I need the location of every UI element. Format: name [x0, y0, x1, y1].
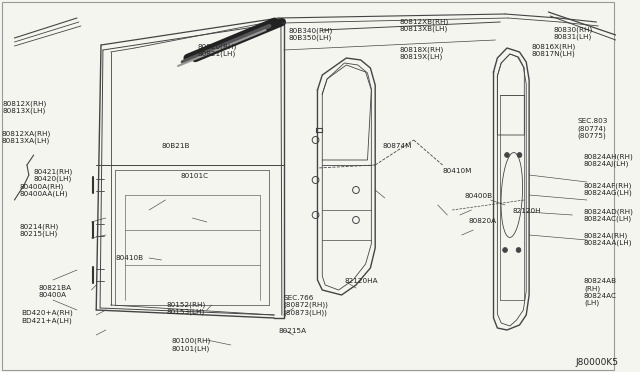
- Text: 80812XB(RH)
80813XB(LH): 80812XB(RH) 80813XB(LH): [399, 18, 449, 32]
- Text: 80824A(RH)
80824AA(LH): 80824A(RH) 80824AA(LH): [584, 232, 632, 246]
- Text: 82120HA: 82120HA: [344, 278, 378, 284]
- Text: 80400B: 80400B: [465, 193, 493, 199]
- Text: 80B340(RH)
80B350(LH): 80B340(RH) 80B350(LH): [289, 27, 333, 41]
- Text: 80812X(RH)
80813X(LH): 80812X(RH) 80813X(LH): [3, 100, 47, 114]
- Text: SEC.766
(80872(RH))
(80873(LH)): SEC.766 (80872(RH)) (80873(LH)): [284, 295, 329, 316]
- Circle shape: [516, 247, 521, 253]
- Text: J80000K5: J80000K5: [575, 358, 618, 367]
- Text: 80824AH(RH)
80824AJ(LH): 80824AH(RH) 80824AJ(LH): [584, 153, 634, 167]
- Text: 80B21B: 80B21B: [162, 143, 190, 149]
- Text: 80821BA
80400A: 80821BA 80400A: [38, 285, 72, 298]
- Text: 80820A: 80820A: [468, 218, 497, 224]
- Text: 80421(RH)
80420(LH): 80421(RH) 80420(LH): [34, 168, 73, 182]
- Text: BD420+A(RH)
BD421+A(LH): BD420+A(RH) BD421+A(LH): [21, 310, 73, 324]
- Text: 80820(RH)
80821(LH): 80820(RH) 80821(LH): [197, 43, 236, 57]
- Text: 80214(RH)
80215(LH): 80214(RH) 80215(LH): [19, 223, 58, 237]
- Text: 80152(RH)
80153(LH): 80152(RH) 80153(LH): [166, 301, 205, 315]
- Text: 80410B: 80410B: [115, 255, 143, 261]
- Text: 80824AD(RH)
80824AC(LH): 80824AD(RH) 80824AC(LH): [584, 208, 634, 222]
- Text: 82120H: 82120H: [513, 208, 541, 214]
- Text: 80818X(RH)
80819X(LH): 80818X(RH) 80819X(LH): [399, 46, 444, 60]
- Text: 80101C: 80101C: [181, 173, 209, 179]
- Text: 80830(RH)
80831(LH): 80830(RH) 80831(LH): [553, 26, 593, 40]
- Text: SEC.803
(80774)
(80775): SEC.803 (80774) (80775): [577, 118, 607, 139]
- Text: 80410M: 80410M: [442, 168, 472, 174]
- Text: 80812XA(RH)
80813XA(LH): 80812XA(RH) 80813XA(LH): [2, 130, 51, 144]
- Text: 80824AF(RH)
80824AG(LH): 80824AF(RH) 80824AG(LH): [584, 182, 633, 196]
- Text: 80400A(RH)
80400AA(LH): 80400A(RH) 80400AA(LH): [19, 183, 68, 197]
- Text: 80215A: 80215A: [279, 328, 307, 334]
- Circle shape: [517, 153, 522, 157]
- Text: 80100(RH)
80101(LH): 80100(RH) 80101(LH): [172, 338, 211, 352]
- Text: 80816X(RH)
80817N(LH): 80816X(RH) 80817N(LH): [531, 43, 575, 57]
- Text: 80874M: 80874M: [383, 143, 412, 149]
- Text: 80824AB
(RH)
80824AC
(LH): 80824AB (RH) 80824AC (LH): [584, 278, 617, 306]
- Circle shape: [504, 153, 509, 157]
- Circle shape: [502, 247, 508, 253]
